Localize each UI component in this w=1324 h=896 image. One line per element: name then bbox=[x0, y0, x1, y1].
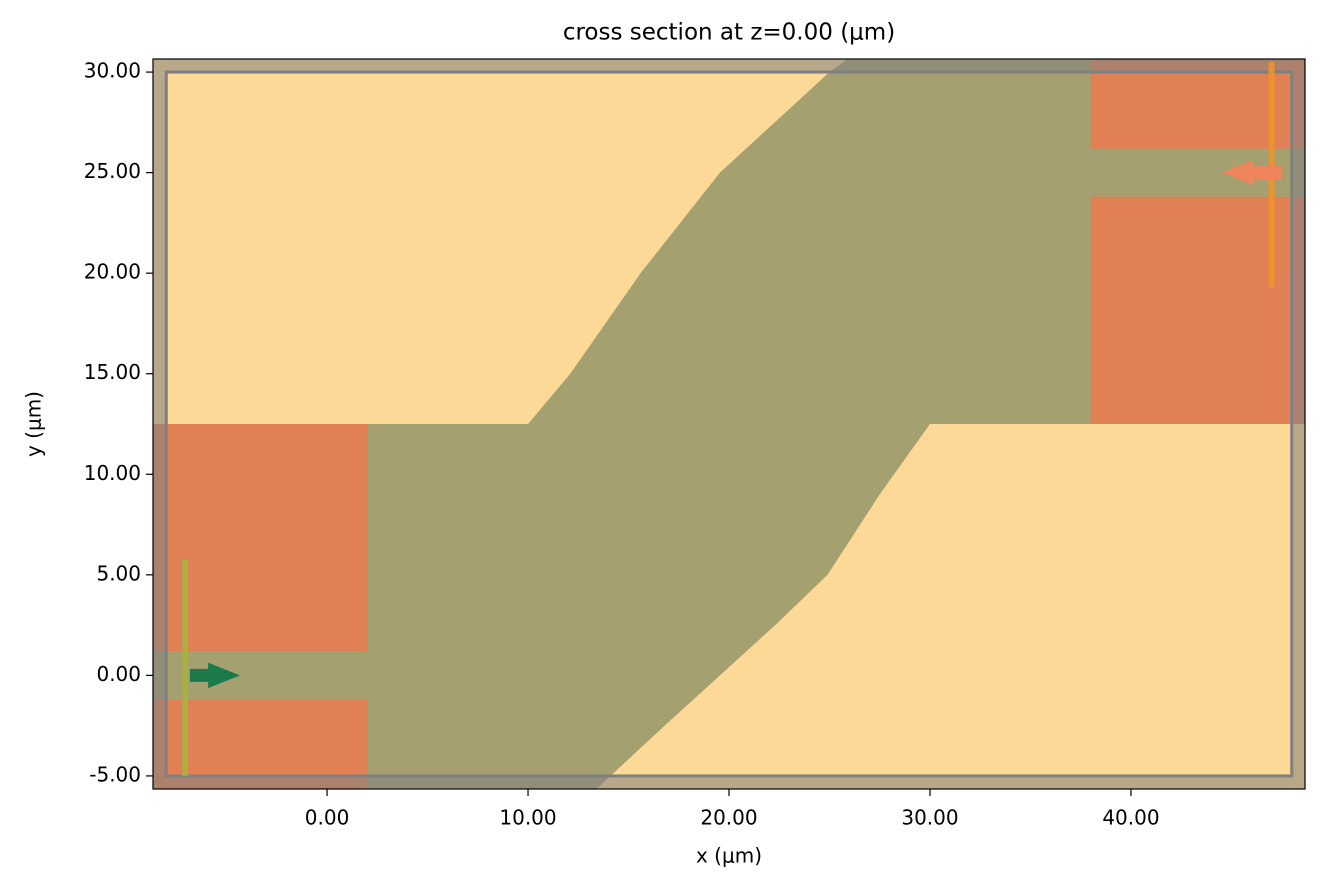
y-tick-label: 30.00 bbox=[84, 59, 141, 83]
y-tick-label: 20.00 bbox=[84, 260, 141, 284]
y-tick-label: -5.00 bbox=[89, 762, 141, 786]
plot-area bbox=[153, 59, 1305, 789]
pml-bottom bbox=[166, 775, 1292, 789]
chart-title: cross section at z=0.00 (μm) bbox=[563, 20, 895, 46]
x-tick-label: 30.00 bbox=[901, 806, 958, 830]
source-arrow bbox=[1222, 159, 1283, 186]
y-tick-label: 15.00 bbox=[84, 360, 141, 384]
pml-top bbox=[166, 59, 1292, 73]
source-arrow bbox=[189, 662, 240, 689]
pml-right bbox=[1291, 59, 1305, 789]
y-axis-label: y (μm) bbox=[22, 391, 46, 457]
y-tick-label: 10.00 bbox=[84, 461, 141, 485]
region bbox=[153, 699, 368, 789]
x-tick-label: 40.00 bbox=[1102, 806, 1159, 830]
y-tick-label: 25.00 bbox=[84, 159, 141, 183]
x-tick-label: 10.00 bbox=[499, 806, 556, 830]
x-axis-label: x (μm) bbox=[696, 844, 762, 868]
domain-boundary bbox=[164, 70, 1294, 778]
x-tick-label: 0.00 bbox=[305, 806, 350, 830]
region bbox=[1090, 59, 1305, 149]
y-tick-label: 0.00 bbox=[96, 662, 141, 686]
x-tick-label: 20.00 bbox=[700, 806, 757, 830]
region bbox=[153, 424, 368, 652]
y-tick-label: 5.00 bbox=[96, 561, 141, 585]
region bbox=[1090, 196, 1305, 424]
pml-left bbox=[153, 59, 167, 789]
